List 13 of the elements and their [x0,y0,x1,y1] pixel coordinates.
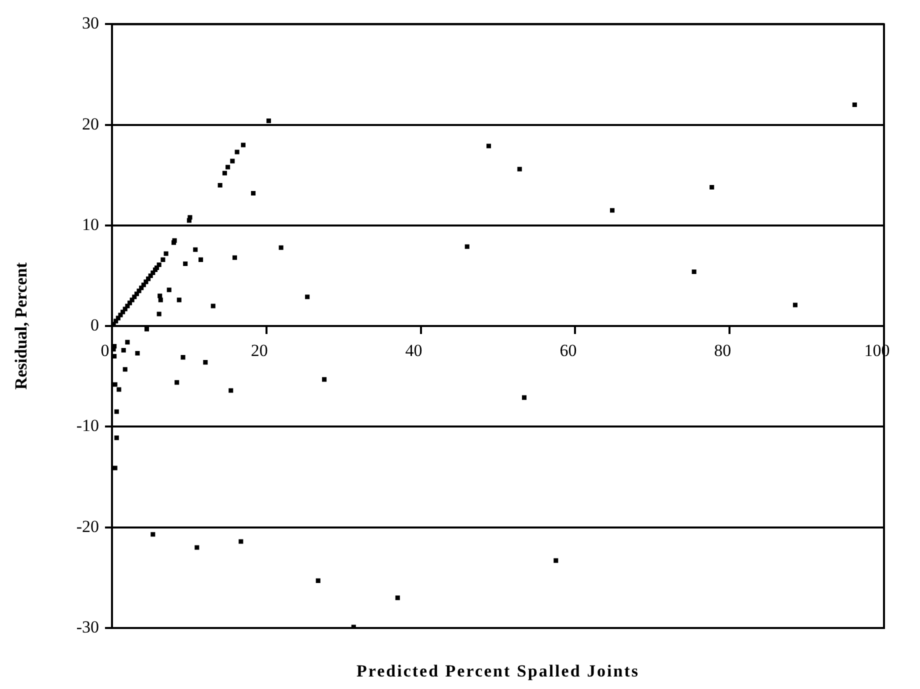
y-tick-label: 0 [90,316,99,335]
y-tick-label: 10 [82,214,99,234]
y-tick-label: 30 [82,14,99,33]
y-tick-label: -20 [76,516,99,536]
x-tick-label: 20 [250,340,268,360]
y-axis-title: Residual, Percent [12,262,31,390]
y-tick-label: 20 [82,114,99,134]
x-tick-label: 80 [714,340,732,360]
x-axis-title: Predicted Percent Spalled Joints [356,661,640,680]
y-tick-label: -10 [76,416,99,436]
x-tick-label: 40 [405,340,422,360]
x-tick-label: 60 [560,340,577,360]
y-tick-label: -30 [76,617,99,636]
